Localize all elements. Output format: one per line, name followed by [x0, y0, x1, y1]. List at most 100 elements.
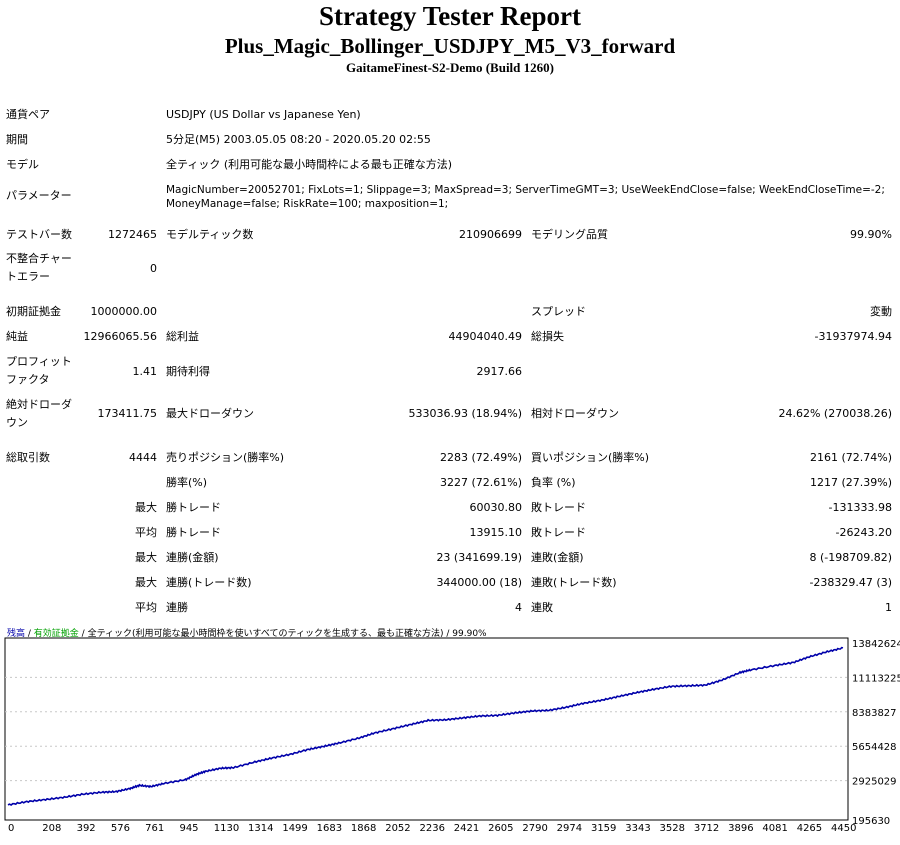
- x-tick-label: 1130: [214, 823, 239, 834]
- total-trades-label: 総取引数: [6, 451, 50, 464]
- average-win-value: 13915.10: [469, 526, 523, 539]
- loss-rate-value: 1217 (27.39%): [809, 476, 892, 489]
- abs-drawdown-label-1: 絶対ドローダ: [6, 398, 72, 411]
- bars-value: 1272465: [108, 228, 157, 241]
- y-tick-label: 11113225: [852, 673, 900, 684]
- balance-chart: 残高 / 有効証拠金 / 全ティック(利用可能な最小時間枠を使いすべてのティック…: [4, 627, 900, 834]
- spread-label: スプレッド: [531, 305, 586, 318]
- rel-drawdown-label: 相対ドローダウン: [531, 407, 619, 420]
- x-tick-label: 2052: [385, 823, 410, 834]
- consecutive-profit-value: 344000.00 (18): [436, 576, 522, 589]
- consecutive-loss-label: 連敗(トレード数): [531, 576, 617, 589]
- long-positions-label: 買いポジション(勝率%): [531, 451, 650, 464]
- abs-drawdown-label-2: ウン: [6, 416, 28, 429]
- report-title: Strategy Tester Report: [319, 1, 581, 31]
- gross-loss-value: -31937974.94: [814, 330, 892, 343]
- ticks-label: モデルティック数: [166, 228, 254, 241]
- max-drawdown-label: 最大ドローダウン: [166, 407, 254, 420]
- x-tick-label: 3159: [591, 823, 616, 834]
- symbol-label: 通貨ペア: [6, 108, 50, 121]
- expected-payoff-value: 2917.66: [476, 365, 523, 378]
- x-tick-label: 2236: [420, 823, 445, 834]
- parameters-line-1: MagicNumber=20052701; FixLots=1; Slippag…: [166, 184, 885, 196]
- x-tick-label: 3896: [728, 823, 753, 834]
- win-rate-value: 3227 (72.61%): [439, 476, 522, 489]
- maximum-label: 最大: [135, 551, 157, 564]
- x-tick-label: 1499: [282, 823, 307, 834]
- model-value: 全ティック (利用可能な最小時間枠による最も正確な方法): [166, 158, 453, 171]
- x-tick-label: 4450: [831, 823, 856, 834]
- x-tick-label: 3528: [660, 823, 685, 834]
- avg-consecutive-wins-label: 連勝: [166, 601, 188, 614]
- largest-win-value: 60030.80: [469, 501, 523, 514]
- rel-drawdown-value: 24.62% (270038.26): [778, 407, 892, 420]
- net-profit-value: 12966065.56: [83, 330, 157, 343]
- long-positions-value: 2161 (72.74%): [809, 451, 892, 464]
- consecutive-wins-money-value: 23 (341699.19): [436, 551, 522, 564]
- gross-profit-label: 総利益: [166, 330, 199, 343]
- consecutive-losses-money-label: 連敗(金額): [531, 551, 584, 564]
- average-loss-label: 敗トレード: [531, 526, 586, 539]
- profit-factor-label-2: ファクタ: [6, 373, 50, 386]
- balance-line: [7, 646, 844, 806]
- period-label: 期間: [6, 133, 28, 146]
- y-tick-label: 13842624: [852, 639, 900, 650]
- avg-consecutive-losses-value: 1: [885, 601, 892, 614]
- net-profit-label: 純益: [6, 330, 28, 343]
- expert-name: Plus_Magic_Bollinger_USDJPY_M5_V3_forwar…: [224, 34, 676, 58]
- legend-balance: 残高: [7, 627, 25, 639]
- quality-label: モデリング品質: [531, 228, 608, 241]
- x-tick-label: 392: [77, 823, 96, 834]
- x-tick-label: 2421: [454, 823, 479, 834]
- x-tick-label: 1868: [351, 823, 376, 834]
- x-tick-label: 0: [8, 823, 14, 834]
- chart-legend: 残高 / 有効証拠金 / 全ティック(利用可能な最小時間枠を使いすべてのティック…: [7, 627, 487, 639]
- legend-sep-2: /: [79, 629, 88, 639]
- gross-profit-value: 44904040.49: [448, 330, 522, 343]
- abs-drawdown-value: 173411.75: [97, 407, 158, 420]
- consecutive-losses-money-value: 8 (-198709.82): [809, 551, 892, 564]
- grid-lines: [5, 676, 848, 782]
- quality-value: 99.90%: [850, 228, 892, 241]
- x-tick-label: 945: [179, 823, 198, 834]
- parameters-label: パラメーター: [6, 189, 72, 202]
- average-loss-value: -26243.20: [835, 526, 892, 539]
- max-drawdown-value: 533036.93 (18.94%): [408, 407, 522, 420]
- legend-quality: / 99.90%: [444, 629, 488, 639]
- loss-rate-label: 負率 (%): [531, 476, 576, 489]
- profit-factor-label-1: プロフィット: [6, 355, 72, 368]
- largest-win-label: 勝トレード: [166, 501, 221, 514]
- total-trades-value: 4444: [129, 451, 157, 464]
- x-tick-label: 208: [42, 823, 61, 834]
- deposit-label: 初期証拠金: [6, 305, 61, 318]
- largest-loss-value: -131333.98: [828, 501, 892, 514]
- y-tick-label: 2925029: [852, 777, 897, 788]
- avg-consecutive-label: 平均: [135, 601, 157, 614]
- x-tick-label: 3343: [625, 823, 650, 834]
- y-tick-label: 5654428: [852, 742, 897, 753]
- legend-sep-1: /: [25, 629, 34, 639]
- consecutive-wins-money-label: 連勝(金額): [166, 551, 219, 564]
- ticks-value: 210906699: [459, 228, 522, 241]
- series-group: [7, 646, 844, 806]
- y-tick-label: 195630: [852, 816, 890, 827]
- y-axis: 13842624 11113225 8383827 5654428 2925029 195…: [852, 639, 900, 827]
- x-tick-label: 2605: [488, 823, 513, 834]
- plot-area: [4, 637, 849, 821]
- period-value: 5分足(M5) 2003.05.05 08:20 - 2020.05.20 02…: [166, 133, 431, 146]
- mismatch-label-1: 不整合チャー: [6, 252, 72, 265]
- short-positions-label: 売りポジション(勝率%): [166, 451, 285, 464]
- server-build: GaitameFinest-S2-Demo (Build 1260): [346, 60, 554, 75]
- avg-consecutive-losses-label: 連敗: [531, 601, 553, 614]
- largest-label: 最大: [135, 501, 157, 514]
- short-positions-value: 2283 (72.49%): [439, 451, 522, 464]
- deposit-value: 1000000.00: [90, 305, 157, 318]
- x-tick-label: 4081: [762, 823, 787, 834]
- consecutive-loss-value: -238329.47 (3): [809, 576, 892, 589]
- expected-payoff-label: 期待利得: [166, 365, 210, 378]
- x-tick-label: 1314: [248, 823, 273, 834]
- gross-loss-label: 総損失: [531, 330, 564, 343]
- maximal-label: 最大: [135, 576, 157, 589]
- largest-loss-label: 敗トレード: [531, 501, 586, 514]
- spread-value: 変動: [870, 305, 892, 318]
